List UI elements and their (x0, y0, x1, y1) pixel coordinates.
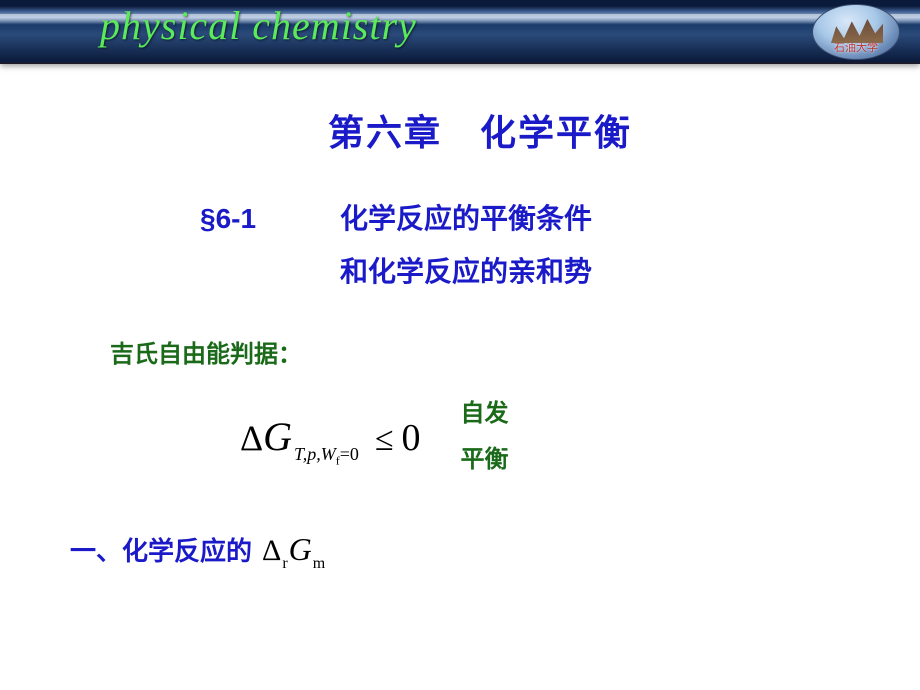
formula-var-g: G (263, 413, 292, 460)
formula-delta: Δ (240, 417, 263, 459)
note-spontaneous: 自发 (461, 391, 509, 437)
slide-header-bar: physical chemistry 石油大学 (0, 0, 920, 64)
formula-relation: ≤ (375, 421, 394, 459)
logo-text: 石油大学 (813, 39, 899, 55)
slide-content: 第六章 化学平衡 §6-1化学反应的平衡条件 和化学反应的亲和势 吉氏自由能判据… (0, 64, 920, 568)
formula-rhs: 0 (402, 416, 421, 460)
gibbs-formula: ΔGT,p,Wf=0≤0 (240, 413, 421, 460)
topic-1-label: 化学反应的 (122, 531, 252, 568)
section-line1: §6-1化学反应的平衡条件 (200, 192, 880, 245)
section-text-2: 和化学反应的亲和势 (340, 245, 880, 298)
header-title: physical chemistry (100, 2, 417, 49)
gibbs-criterion-label: 吉氏自由能判据： (110, 334, 880, 369)
gibbs-formula-row: ΔGT,p,Wf=0≤0 自发 平衡 (240, 391, 880, 482)
section-text-1: 化学反应的平衡条件 (340, 203, 592, 234)
formula-subscript: T,p,Wf=0 (294, 444, 359, 469)
note-equilibrium: 平衡 (461, 437, 509, 483)
topic-1-formula: ΔrGm (262, 531, 325, 568)
chapter-title: 第六章 化学平衡 (80, 104, 880, 156)
section-heading: §6-1化学反应的平衡条件 和化学反应的亲和势 (200, 192, 880, 298)
topic-1-number: 一、 (70, 531, 122, 568)
section-number: §6-1 (200, 192, 340, 245)
topic-1: 一、 化学反应的 ΔrGm (70, 531, 880, 568)
university-logo: 石油大学 (812, 4, 900, 60)
formula-interpretation: 自发 平衡 (461, 391, 509, 482)
